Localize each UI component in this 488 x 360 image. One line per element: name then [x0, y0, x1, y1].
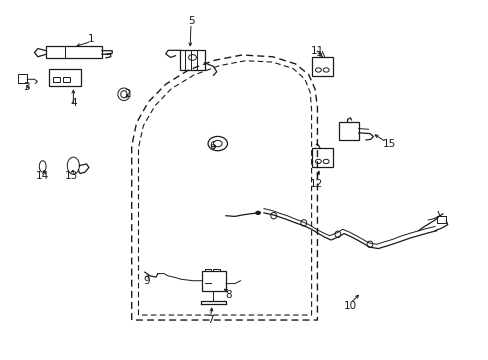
- Circle shape: [323, 159, 328, 163]
- Text: 6: 6: [209, 141, 216, 151]
- Bar: [53, 77, 60, 82]
- FancyBboxPatch shape: [180, 50, 204, 70]
- Text: 1: 1: [88, 34, 95, 44]
- Ellipse shape: [366, 241, 372, 248]
- Text: 2: 2: [124, 89, 131, 99]
- Bar: [63, 77, 70, 82]
- Text: 5: 5: [187, 16, 194, 26]
- FancyBboxPatch shape: [436, 216, 446, 223]
- Text: 15: 15: [382, 139, 395, 149]
- Text: 4: 4: [70, 98, 77, 108]
- FancyBboxPatch shape: [46, 46, 102, 58]
- Text: 7: 7: [207, 315, 213, 325]
- FancyBboxPatch shape: [49, 68, 81, 86]
- Text: 13: 13: [65, 171, 79, 181]
- Text: 9: 9: [142, 276, 149, 286]
- Text: 14: 14: [36, 171, 49, 181]
- Ellipse shape: [118, 88, 130, 100]
- Text: 3: 3: [23, 82, 30, 92]
- Circle shape: [315, 159, 321, 163]
- FancyBboxPatch shape: [339, 122, 358, 140]
- Circle shape: [207, 136, 227, 151]
- FancyBboxPatch shape: [19, 74, 27, 83]
- FancyBboxPatch shape: [201, 271, 225, 292]
- Text: 11: 11: [310, 46, 324, 56]
- Ellipse shape: [270, 212, 276, 219]
- Ellipse shape: [39, 161, 46, 172]
- Circle shape: [323, 68, 328, 72]
- FancyBboxPatch shape: [311, 148, 333, 167]
- Text: 8: 8: [225, 290, 232, 300]
- Text: 10: 10: [343, 301, 356, 311]
- Ellipse shape: [121, 91, 127, 98]
- Text: 12: 12: [309, 179, 323, 189]
- Circle shape: [255, 211, 261, 215]
- Circle shape: [315, 68, 321, 72]
- Circle shape: [213, 140, 222, 147]
- Ellipse shape: [300, 220, 306, 226]
- FancyBboxPatch shape: [311, 57, 333, 76]
- Ellipse shape: [67, 157, 79, 174]
- Circle shape: [188, 55, 196, 60]
- Ellipse shape: [334, 231, 340, 238]
